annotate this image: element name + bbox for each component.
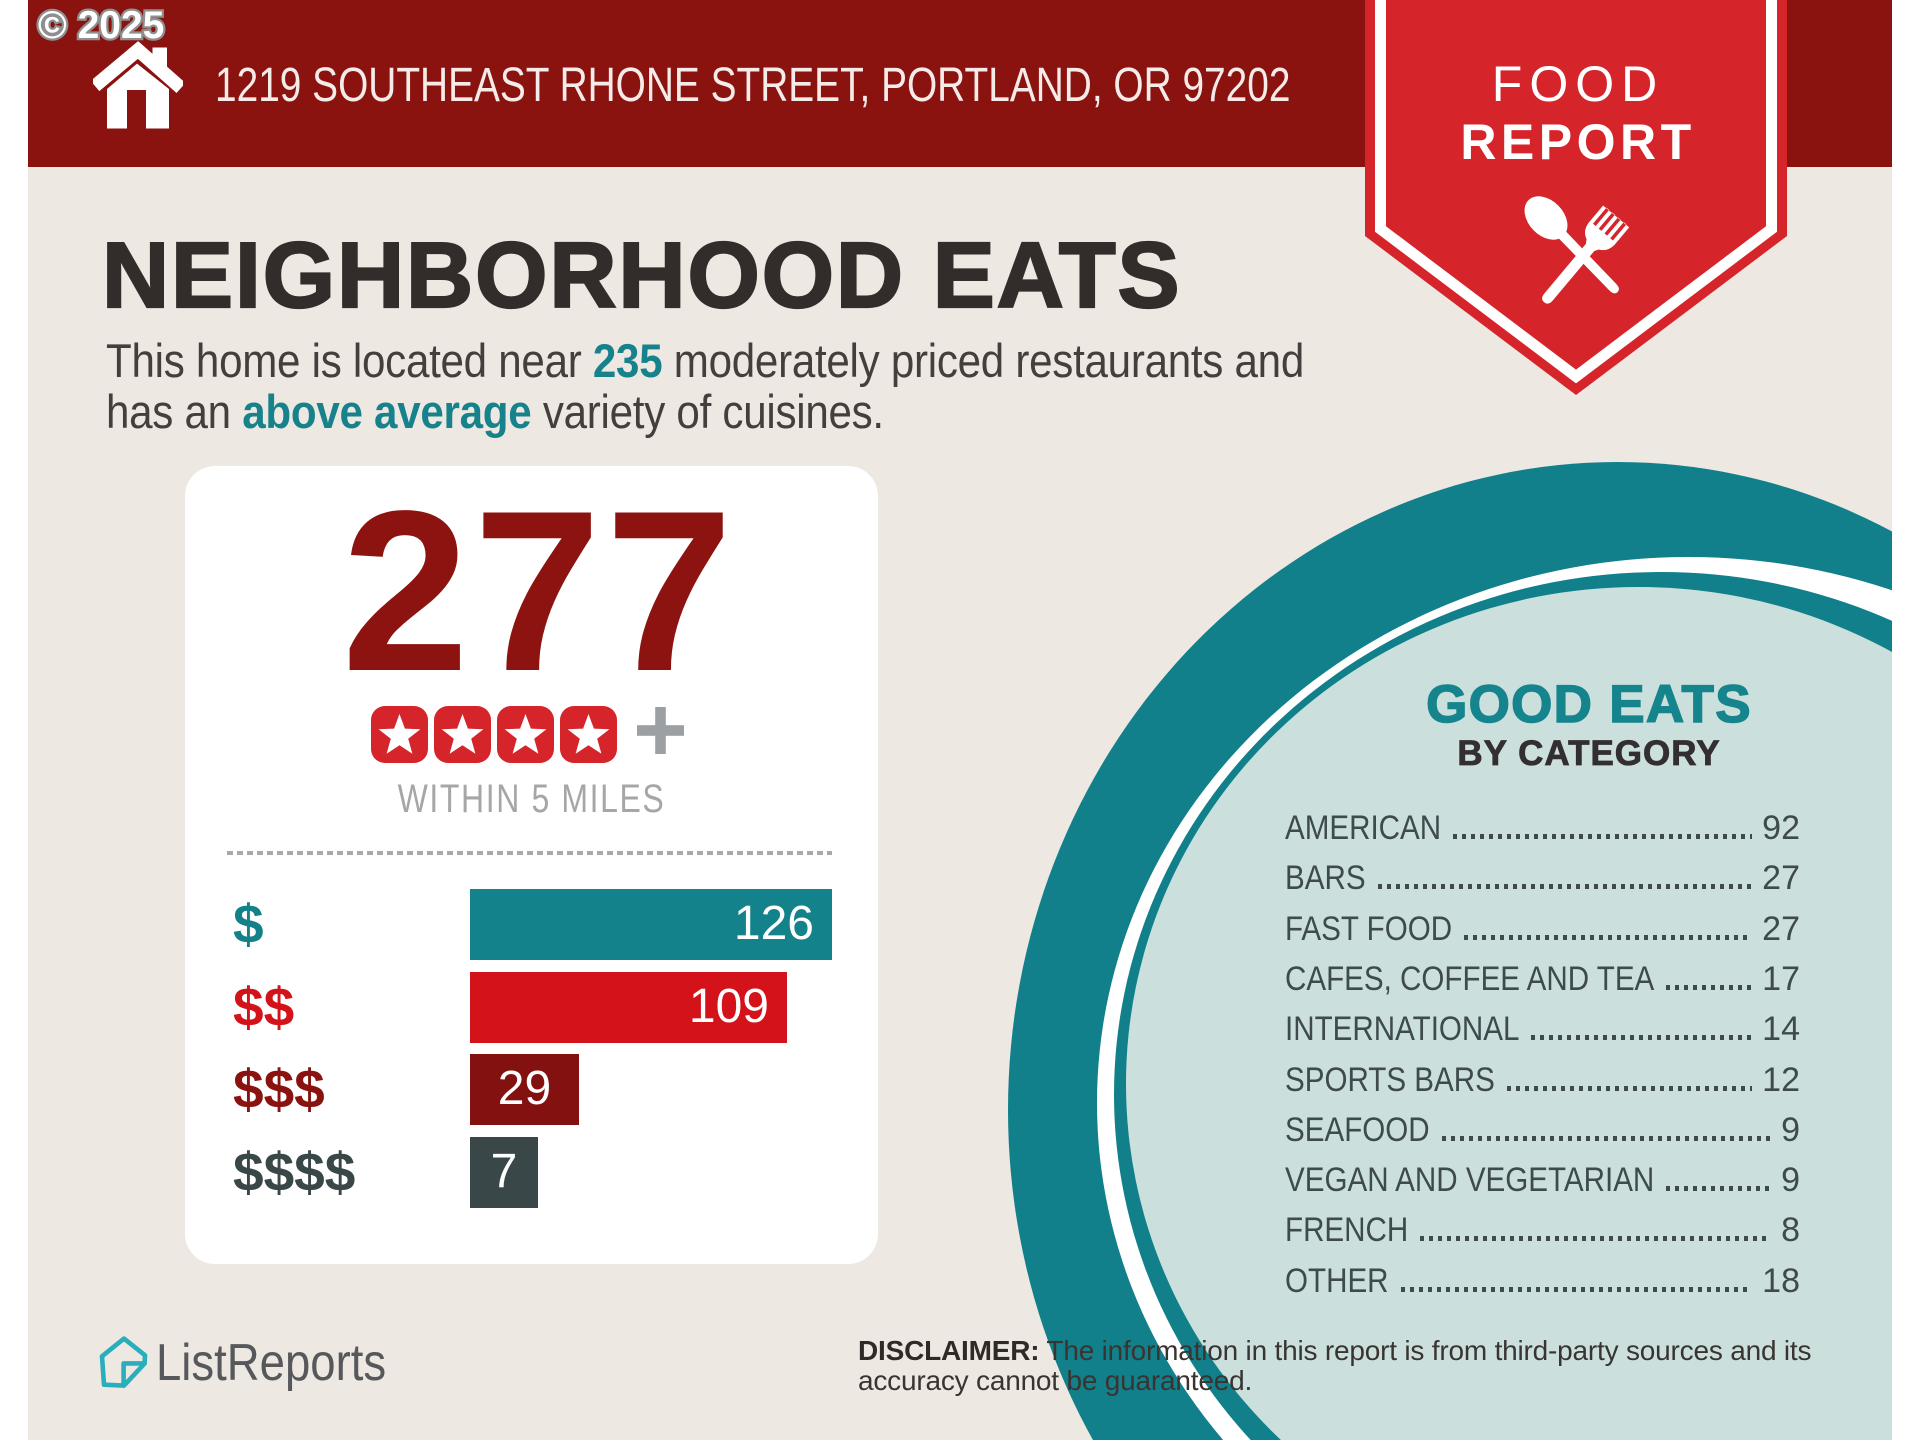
svg-text:REPORT: REPORT xyxy=(1460,114,1695,170)
svg-text:FOOD: FOOD xyxy=(1492,56,1664,112)
svg-text:© 2025: © 2025 xyxy=(38,4,164,47)
